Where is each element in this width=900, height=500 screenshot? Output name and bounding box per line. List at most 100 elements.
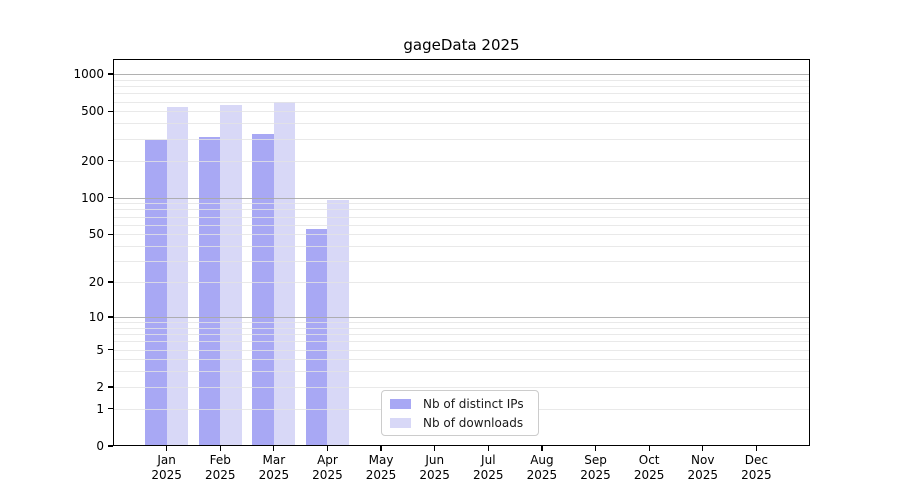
x-tick-label-may: May 2025 [351, 453, 411, 483]
bar-jan-distinct-ips [145, 139, 167, 446]
x-tick-dec [755, 446, 758, 451]
x-tick-label-jan: Jan 2025 [137, 453, 197, 483]
y-tick-50 [108, 233, 113, 235]
minor-gridline-30 [113, 261, 810, 263]
x-tick-label-feb: Feb 2025 [190, 453, 250, 483]
minor-gridline-6 [113, 341, 810, 343]
x-tick-may [380, 446, 382, 451]
legend: Nb of distinct IPs Nb of downloads [381, 390, 539, 436]
x-tick-year: 2025 [580, 468, 611, 482]
legend-item-distinct-ips: Nb of distinct IPs [390, 397, 530, 411]
bar-apr-distinct-ips [305, 229, 328, 446]
minor-gridline-900 [113, 79, 810, 81]
x-tick-month: May [368, 453, 394, 467]
x-tick-feb [219, 446, 221, 451]
x-tick-oct [648, 446, 650, 451]
bar-feb-downloads [220, 104, 242, 446]
x-tick-year: 2025 [204, 468, 236, 482]
x-tick-jan [165, 446, 168, 451]
bar-jan-downloads [166, 106, 189, 446]
y-tick-label-50: 50 [88, 227, 104, 242]
y-tick-label-1: 1 [96, 401, 104, 416]
minor-gridline-50 [113, 234, 810, 236]
minor-gridline-7 [113, 334, 810, 336]
minor-gridline-800 [113, 86, 810, 88]
x-tick-year: 2025 [633, 468, 665, 482]
minor-gridline-40 [113, 246, 810, 248]
x-tick-year: 2025 [526, 468, 558, 482]
x-tick-label-jul: Jul 2025 [458, 453, 518, 483]
x-tick-nov [702, 446, 704, 451]
bar-mar-downloads [273, 101, 296, 446]
y-tick-label-20: 20 [88, 275, 104, 290]
y-tick-label-10: 10 [88, 309, 104, 324]
major-gridline-10 [113, 316, 810, 318]
minor-gridline-9 [113, 322, 810, 324]
y-tick-label-500: 500 [81, 104, 104, 119]
x-tick-month: Dec [744, 453, 768, 467]
minor-gridline-60 [113, 224, 810, 226]
minor-gridline-300 [113, 138, 810, 140]
y-tick-label-0: 0 [96, 439, 104, 453]
x-tick-label-dec: Dec 2025 [726, 453, 786, 483]
minor-gridline-5 [113, 349, 810, 351]
legend-swatch-distinct-ips [390, 398, 411, 409]
x-tick-label-apr: Apr 2025 [297, 453, 357, 483]
y-tick-2 [108, 386, 113, 388]
x-tick-month: Jan [157, 453, 176, 467]
x-tick-year: 2025 [258, 468, 290, 482]
y-tick-5 [108, 348, 113, 351]
x-tick-label-mar: Mar 2025 [244, 453, 304, 483]
x-tick-month: Jun [425, 453, 445, 467]
legend-label-downloads: Nb of downloads [423, 415, 524, 430]
x-tick-month: Nov [691, 453, 715, 467]
y-tick-label-100: 100 [81, 190, 104, 205]
y-tick-200 [108, 159, 113, 162]
x-tick-year: 2025 [741, 468, 772, 482]
x-tick-month: Apr [317, 453, 338, 467]
x-tick-apr [326, 446, 329, 451]
minor-gridline-3 [113, 371, 810, 373]
x-tick-month: Jul [481, 453, 496, 467]
y-tick-1000 [108, 73, 113, 75]
minor-gridline-500 [113, 111, 810, 113]
minor-gridline-8 [113, 327, 810, 329]
y-tick-20 [108, 281, 113, 283]
x-tick-month: Mar [262, 453, 286, 467]
minor-gridline-80 [113, 209, 810, 211]
y-tick-10 [108, 316, 113, 318]
x-tick-year: 2025 [312, 468, 343, 482]
major-gridline-100 [113, 197, 810, 199]
y-tick-label-5: 5 [96, 342, 104, 357]
x-tick-jul [487, 446, 489, 451]
x-tick-label-aug: Aug 2025 [512, 453, 572, 483]
y-tick-1 [108, 408, 113, 410]
y-tick-0 [108, 445, 113, 447]
x-tick-mar [273, 446, 275, 451]
chart-title: gageData 2025 [403, 36, 520, 54]
y-tick-label-200: 200 [81, 153, 104, 168]
x-tick-label-sep: Sep 2025 [566, 453, 626, 483]
minor-gridline-70 [113, 216, 810, 218]
x-tick-month: Oct [638, 453, 660, 467]
x-tick-month: Sep [584, 453, 607, 467]
x-tick-year: 2025 [687, 468, 719, 482]
x-tick-year: 2025 [151, 468, 182, 482]
x-tick-label-jun: Jun 2025 [405, 453, 465, 483]
legend-label-distinct-ips: Nb of distinct IPs [423, 396, 524, 411]
minor-gridline-4 [113, 359, 810, 361]
legend-swatch-downloads [390, 417, 411, 428]
major-gridline-1000 [113, 74, 810, 76]
minor-gridline-600 [113, 101, 810, 103]
x-tick-jun [434, 446, 436, 451]
minor-gridline-200 [113, 160, 810, 162]
minor-gridline-20 [113, 282, 810, 284]
x-tick-label-nov: Nov 2025 [673, 453, 733, 483]
x-tick-aug [541, 446, 543, 451]
y-tick-500 [108, 110, 113, 113]
minor-gridline-90 [113, 203, 810, 205]
x-tick-month: Feb [209, 453, 231, 467]
y-tick-label-1000: 1000 [73, 67, 104, 82]
minor-gridline-2 [113, 386, 810, 388]
